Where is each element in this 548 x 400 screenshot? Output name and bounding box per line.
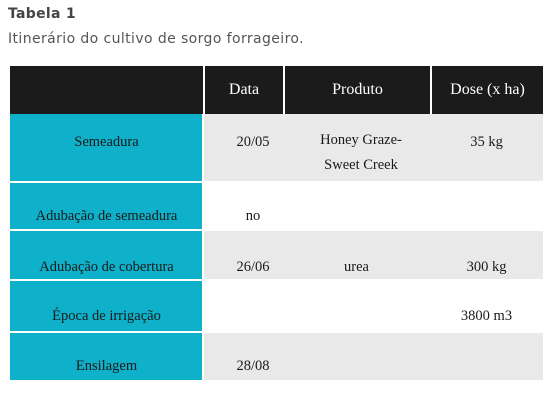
stage-cell: Ensilagem [75,358,138,374]
table-label: Tabela 1 [8,6,76,22]
column-divider [202,114,204,380]
row-divider [10,181,543,183]
row-divider [10,331,543,333]
row-3-bg [203,230,543,280]
side-bg-5 [10,332,203,380]
product-cell: urea [344,259,369,275]
header-data: Data [203,66,283,114]
stage-cell: Adubação de semeadura [35,208,178,224]
side-bg-1 [10,114,203,182]
dose-cell: 35 kg [470,134,503,150]
date-cell: 28/08 [236,358,270,374]
date-cell: 20/05 [236,134,270,150]
header-dose: Dose (x ha) [430,66,543,114]
row-1-bg [203,114,543,182]
row-5-bg [203,332,543,380]
row-2-bg [203,182,543,230]
dose-cell: 300 kg [466,259,507,275]
header-produto: Produto [283,66,430,114]
side-bg-4 [10,280,203,332]
stage-cell: Adubação de cobertura [39,259,174,275]
row-divider [10,229,543,231]
stage-cell: Época de irrigação [52,308,161,324]
cultivation-table: Data Produto Dose (x ha) Semeadura 20/05… [10,66,543,380]
date-cell: no [245,208,261,224]
product-cell: Honey Graze-Sweet Creek [320,132,402,173]
side-bg-3 [10,230,203,280]
side-bg-2 [10,182,203,230]
table-caption: Itinerário do cultivo de sorgo forrageir… [8,31,304,47]
row-divider [10,279,543,281]
header-empty [10,66,203,114]
dose-cell: 3800 m3 [460,308,513,324]
row-4-bg [203,280,543,332]
stage-cell: Semeadura [74,134,139,150]
date-cell: 26/06 [236,259,270,275]
